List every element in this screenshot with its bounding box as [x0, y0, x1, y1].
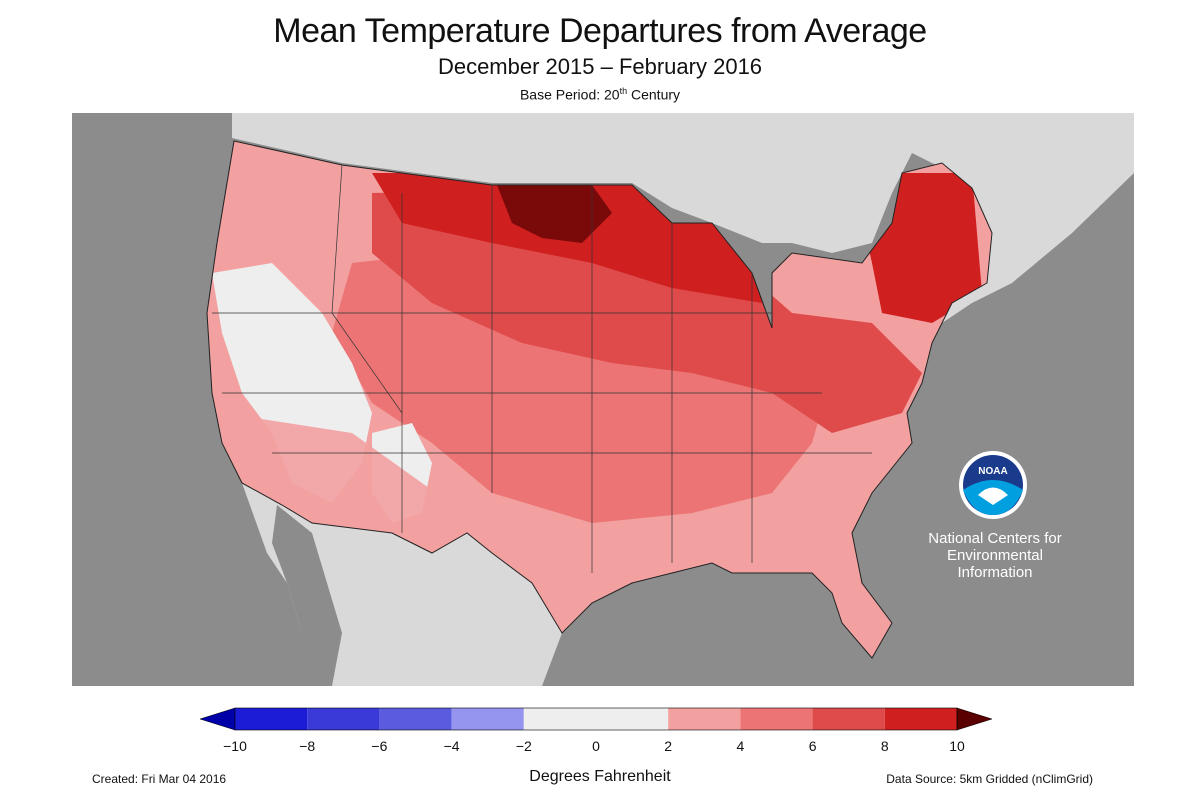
legend-tick-labels: −10 −8 −6 −4 −2 0 2 4 6 8 10 — [0, 738, 1200, 758]
legend-low-arrow — [200, 707, 236, 731]
legend-bin — [812, 708, 885, 730]
org-line-2: Environmental — [947, 547, 1043, 564]
base-period-suffix: Century — [627, 86, 681, 103]
organization-name: National Centers for Environmental Infor… — [915, 530, 1075, 581]
data-source: Data Source: 5km Gridded (nClimGrid) — [886, 772, 1093, 786]
map-subtitle: December 2015 – February 2016 — [437, 54, 763, 79]
gulf-of-california — [272, 505, 342, 686]
legend-tick: 10 — [949, 738, 965, 754]
legend-outline — [234, 707, 958, 731]
conus-outline — [206, 140, 993, 659]
legend-units: Degrees Fahrenheit — [529, 768, 671, 785]
org-line-3: Information — [957, 564, 1033, 581]
legend-tick: 4 — [736, 738, 745, 754]
boundary-line — [331, 164, 403, 533]
map-title: Mean Temperature Departures from Average — [273, 12, 927, 50]
zone-warm-6-8 — [372, 188, 922, 433]
legend-tick: −6 — [371, 738, 388, 754]
legend-bin — [379, 708, 452, 730]
color-legend — [200, 707, 992, 731]
created-date: Created: Fri Mar 04 2016 — [92, 772, 227, 786]
org-line-1: National Centers for — [928, 530, 1062, 547]
legend-tick: 0 — [592, 738, 600, 754]
legend-bin — [307, 708, 380, 730]
noaa-logo-icon: NOAA — [959, 451, 1027, 519]
legend-bin — [884, 708, 957, 730]
legend-tick: 6 — [808, 738, 817, 754]
legend-tick: −8 — [299, 738, 316, 754]
legend-tick: 2 — [664, 738, 673, 754]
legend-tick: −4 — [443, 738, 460, 754]
legend-bin — [235, 708, 308, 730]
legend-bin — [451, 708, 524, 730]
base-period-superscript: th — [619, 86, 628, 96]
state-boundaries — [212, 164, 872, 573]
base-period: Base Period: 20th Century — [0, 86, 1200, 103]
canada-landmass — [232, 113, 1134, 323]
noaa-logo-text: NOAA — [978, 466, 1007, 477]
temperature-departure-map — [72, 113, 1134, 686]
legend-bin — [523, 708, 669, 730]
legend-high-arrow — [956, 707, 992, 731]
legend-bin — [668, 708, 741, 730]
legend-tick: −10 — [223, 738, 247, 754]
legend-bin — [740, 708, 813, 730]
legend-tick: −2 — [515, 738, 532, 754]
base-period-prefix: Base Period: 20 — [519, 86, 620, 103]
legend-tick: 8 — [880, 738, 889, 754]
zone-warm-gt-10 — [497, 185, 612, 243]
